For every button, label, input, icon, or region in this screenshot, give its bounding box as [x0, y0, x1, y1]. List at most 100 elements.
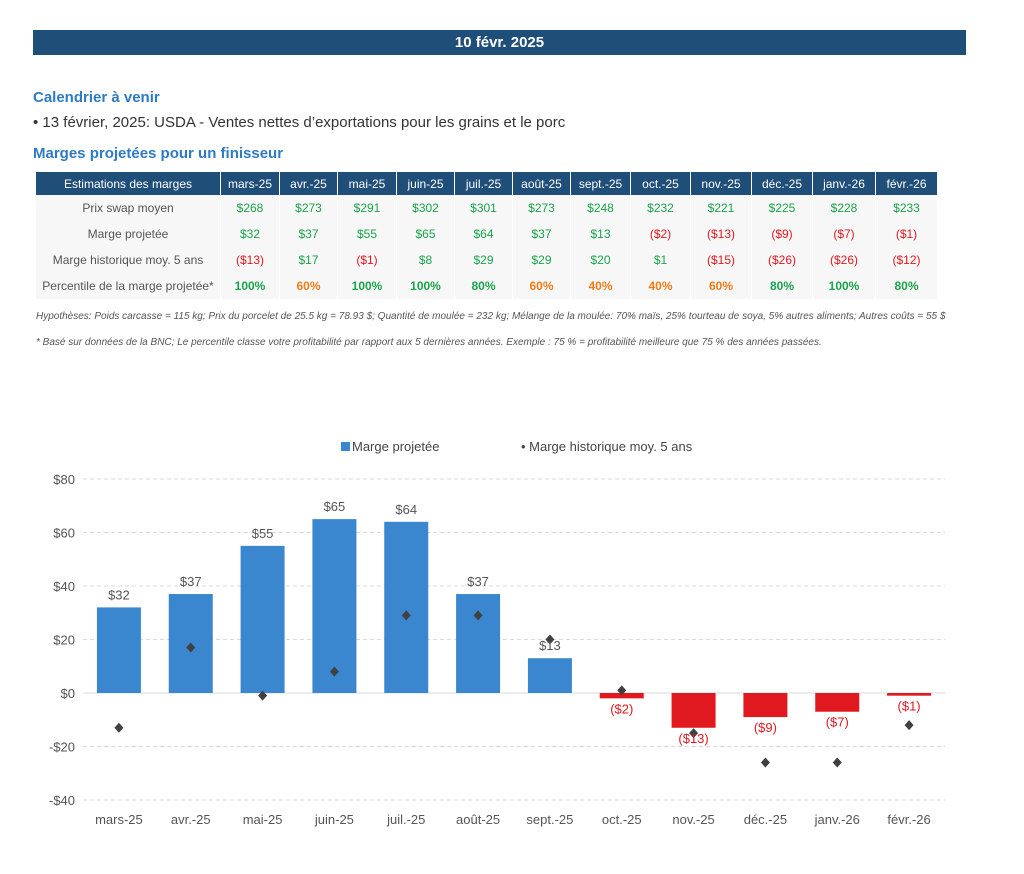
y-tick-label: -$20 [49, 740, 75, 755]
bar-value-label: ($7) [826, 715, 849, 730]
table-row: Prix swap moyen $268 $273 $291 $302 $301 $273 $… [36, 195, 938, 221]
table-cell: $17 [279, 247, 338, 273]
table-cell: $32 [220, 221, 280, 247]
table-cell: $225 [751, 195, 813, 221]
month-header: juin-25 [396, 172, 455, 195]
table-cell: $8 [396, 247, 455, 273]
table-cell: $273 [512, 195, 571, 221]
table-cell: ($13) [220, 247, 280, 273]
legend-bar-label: Marge projetée [352, 439, 439, 454]
y-tick-label: $60 [53, 526, 75, 541]
y-tick-label: -$40 [49, 793, 75, 808]
hypotheses-note: Hypothèses: Poids carcasse = 115 kg; Pri… [36, 311, 946, 322]
bar-value-label: $13 [539, 638, 561, 653]
x-tick-label: juin-25 [314, 812, 354, 827]
table-cell: ($12) [875, 247, 938, 273]
table-cell: $29 [454, 247, 513, 273]
month-header: sept.-25 [570, 172, 631, 195]
bar-value-label: ($13) [678, 731, 708, 746]
date-banner: 10 févr. 2025 [33, 30, 966, 55]
table-cell: 60% [512, 273, 571, 299]
bar [743, 693, 788, 718]
table-cell: $273 [279, 195, 338, 221]
historical-marker [760, 757, 770, 768]
y-tick-label: $40 [53, 579, 75, 594]
x-tick-label: janv.-26 [814, 812, 860, 827]
chart-gridlines [83, 478, 945, 801]
x-tick-label: oct.-25 [602, 812, 642, 827]
x-tick-label: nov.-25 [672, 812, 714, 827]
historical-marker [186, 642, 196, 653]
historical-marker [401, 610, 411, 621]
bar [815, 693, 860, 712]
table-cell: $55 [337, 221, 397, 247]
x-tick-label: févr.-26 [887, 812, 930, 827]
table-cell: 100% [812, 273, 876, 299]
table-cell: $291 [337, 195, 397, 221]
month-header: mai-25 [337, 172, 397, 195]
bar-value-label: $37 [467, 574, 489, 589]
table-cell: 60% [690, 273, 752, 299]
bar-value-label: ($9) [754, 720, 777, 735]
legend-bar-swatch [341, 442, 350, 451]
table-cell: 60% [279, 273, 338, 299]
chart-markers [114, 610, 914, 768]
table-cell: ($2) [630, 221, 691, 247]
y-tick-label: $0 [61, 686, 75, 701]
chart-y-axis: -$40 -$20 $0 $20 $40 $60 $80 [49, 472, 75, 808]
table-cell: ($26) [812, 247, 876, 273]
legend-marker-label: • Marge historique moy. 5 ans [521, 439, 693, 454]
historical-marker [329, 666, 339, 677]
row-label: Marge historique moy. 5 ans [36, 247, 221, 273]
x-tick-label: avr.-25 [171, 812, 211, 827]
x-tick-label: déc.-25 [744, 812, 787, 827]
chart-legend: Marge projetée • Marge historique moy. 5… [341, 439, 693, 454]
table-cell: $1 [630, 247, 691, 273]
chart-bars [96, 519, 932, 728]
historical-marker [545, 634, 555, 645]
chart-bar-labels: $32 $37 $55 $65 $64 $37 $13 ($2) ($13) ($9) ($7) ($… [108, 499, 921, 746]
historical-marker [114, 722, 124, 733]
bar-value-label: ($2) [610, 701, 633, 716]
bar [312, 519, 357, 693]
table-cell: ($26) [751, 247, 813, 273]
month-header: oct.-25 [630, 172, 691, 195]
historical-marker [689, 728, 699, 739]
chart-x-axis: mars-25 avr.-25 mai-25 juin-25 juil.-25 août-… [95, 812, 931, 827]
row-label: Prix swap moyen [36, 195, 221, 221]
table-cell: 100% [220, 273, 280, 299]
table-header-row: Estimations des marges mars-25 avr.-25 m… [36, 172, 938, 195]
bar [527, 658, 572, 693]
table-cell: $301 [454, 195, 513, 221]
table-cell: $20 [570, 247, 631, 273]
bar [671, 693, 716, 728]
table-row: Percentile de la marge projetée* 100% 60% 1… [36, 273, 938, 299]
historical-marker [473, 610, 483, 621]
table-cell: $248 [570, 195, 631, 221]
month-header: févr.-26 [875, 172, 938, 195]
table-cell: ($1) [337, 247, 397, 273]
x-tick-label: juil.-25 [386, 812, 425, 827]
table-cell: $37 [279, 221, 338, 247]
month-header: mars-25 [220, 172, 280, 195]
x-tick-label: mars-25 [95, 812, 143, 827]
month-header: déc.-25 [751, 172, 813, 195]
table-cell: $268 [220, 195, 280, 221]
x-tick-label: mai-25 [243, 812, 283, 827]
month-header: juil.-25 [454, 172, 513, 195]
table-cell: $13 [570, 221, 631, 247]
month-header: janv.-26 [812, 172, 876, 195]
y-tick-label: $80 [53, 472, 75, 487]
bar [456, 594, 501, 693]
table-cell: ($7) [812, 221, 876, 247]
table-cell: 40% [630, 273, 691, 299]
table-cell: 100% [396, 273, 455, 299]
table-cell: ($1) [875, 221, 938, 247]
bar [599, 693, 644, 699]
table-cell: ($13) [690, 221, 752, 247]
bar-value-label: $65 [324, 499, 346, 514]
table-cell: $65 [396, 221, 455, 247]
historical-marker [258, 690, 268, 701]
margins-table: Estimations des marges mars-25 avr.-25 m… [36, 172, 938, 299]
bar [887, 693, 932, 696]
